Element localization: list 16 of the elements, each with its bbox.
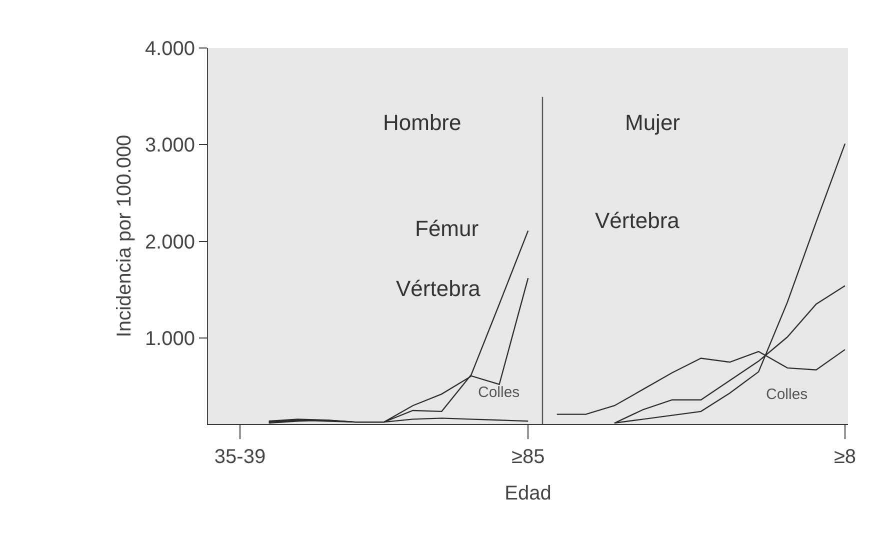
x-axis-title: Edad [504, 482, 552, 504]
x-tick-label: ≥8 [834, 446, 856, 468]
y-tick-label: 2.000 [144, 231, 195, 254]
annotation: Vértebra [595, 208, 680, 233]
y-tick-label: 4.000 [144, 38, 195, 60]
y-axis-title: Incidencia por 100.000 [113, 134, 136, 338]
annotation: Hombre [383, 110, 462, 135]
annotation: Mujer [625, 110, 680, 135]
annotation: Colles [478, 384, 520, 401]
annotation: Colles [766, 386, 808, 403]
annotation: Fémur [415, 216, 479, 241]
annotation: Vértebra [396, 276, 482, 301]
y-tick-label: 1.000 [144, 328, 195, 350]
x-tick-label: 35-39 [214, 446, 266, 468]
y-tick-label: 3.000 [144, 134, 195, 157]
x-tick-label: ≥85 [511, 446, 545, 468]
